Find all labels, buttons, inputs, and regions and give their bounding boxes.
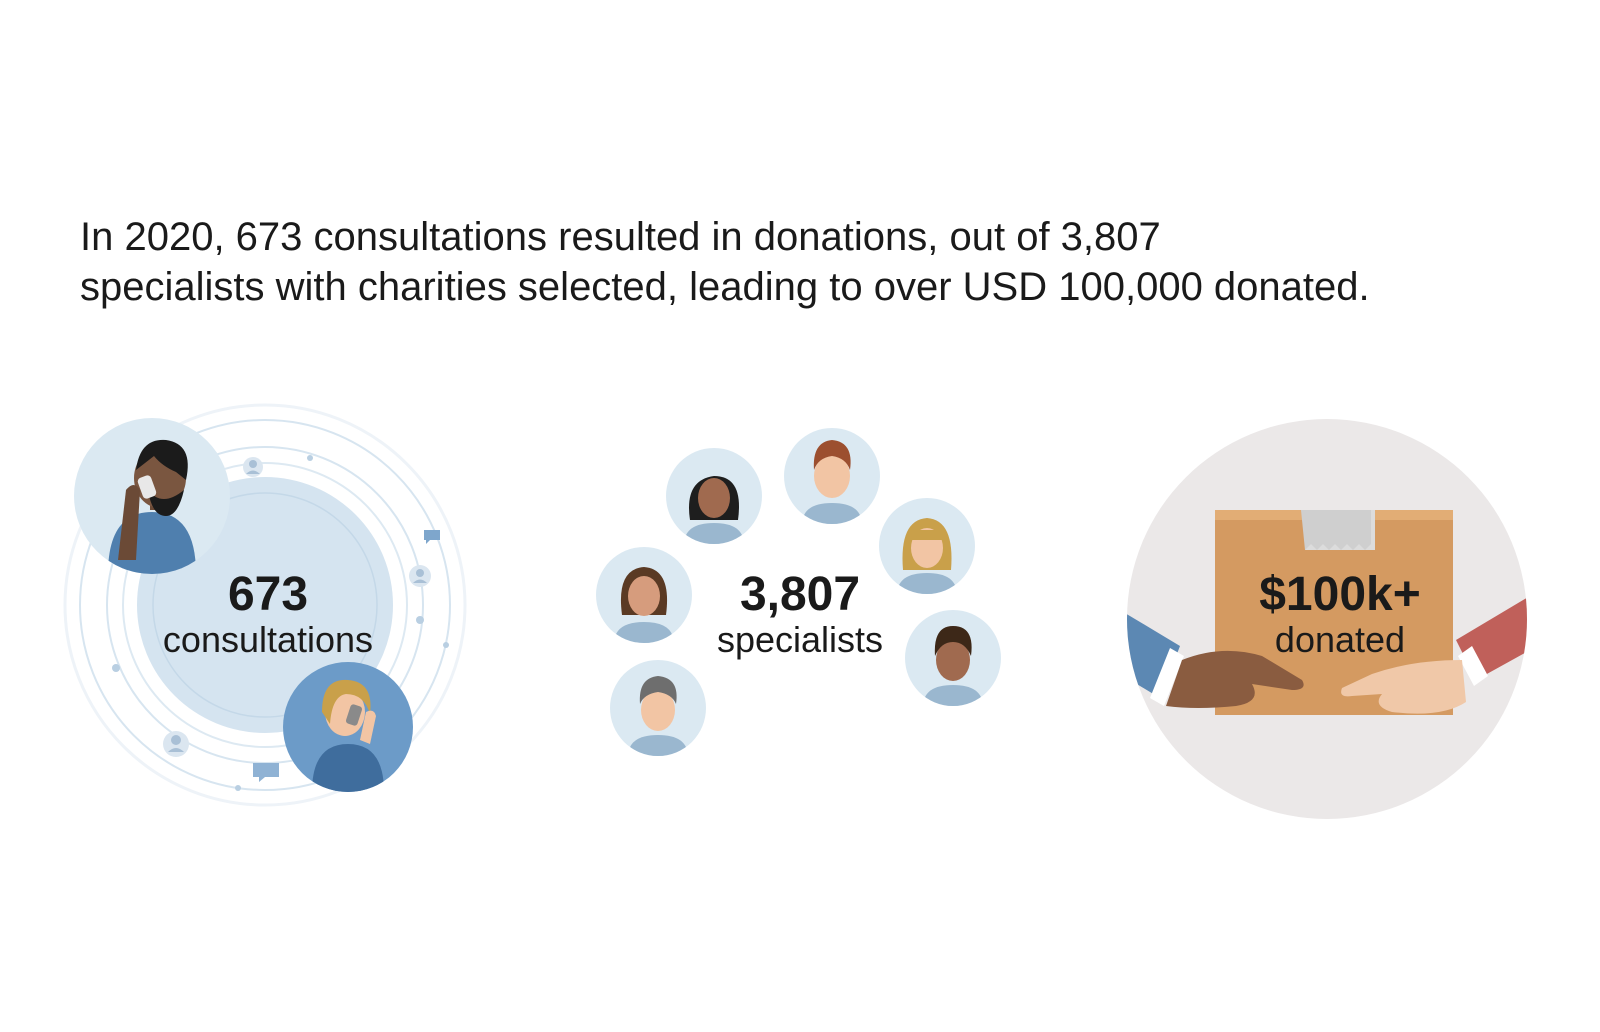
donation-box-illustration bbox=[1127, 419, 1527, 819]
headline-line-2: specialists with charities selected, lea… bbox=[80, 265, 1370, 309]
specialist-avatar bbox=[784, 428, 880, 524]
caller-man-avatar bbox=[74, 418, 230, 574]
specialist-avatar bbox=[666, 448, 762, 544]
donated-label: donated bbox=[1274, 619, 1406, 660]
consultations-illustration bbox=[63, 403, 467, 807]
consultations-label: consultations bbox=[162, 619, 374, 660]
consultations-count: 673 bbox=[227, 568, 309, 621]
caller-woman-avatar bbox=[283, 662, 413, 792]
stat-donated: $100k+ donated bbox=[1230, 570, 1450, 660]
small-person-icon bbox=[409, 565, 431, 587]
specialists-illustration bbox=[596, 428, 1001, 756]
stat-consultations: 673 consultations bbox=[148, 570, 388, 660]
specialist-avatar bbox=[610, 660, 706, 756]
specialists-count: 3,807 bbox=[739, 568, 861, 621]
small-person-icon bbox=[163, 731, 189, 757]
chat-bubble-icon bbox=[253, 763, 279, 782]
specialists-label: specialists bbox=[716, 619, 884, 660]
specialist-avatar bbox=[596, 547, 692, 643]
specialist-avatar bbox=[879, 498, 975, 594]
donated-amount: $100k+ bbox=[1259, 568, 1421, 621]
specialist-avatar bbox=[905, 610, 1001, 706]
small-person-icon bbox=[243, 457, 263, 477]
headline-line-1: In 2020, 673 consultations resulted in d… bbox=[80, 215, 1161, 259]
stat-specialists: 3,807 specialists bbox=[690, 570, 910, 660]
chat-bubble-icon bbox=[424, 530, 440, 544]
headline: In 2020, 673 consultations resulted in d… bbox=[80, 212, 1540, 312]
